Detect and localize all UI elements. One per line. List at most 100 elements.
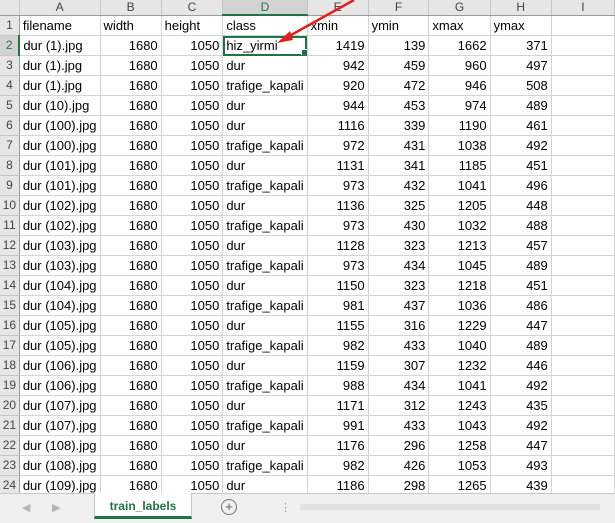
table-cell[interactable]: 341 bbox=[368, 155, 430, 176]
selected-cell[interactable]: hiz_yirmi bbox=[222, 35, 308, 56]
table-cell[interactable]: 1038 bbox=[428, 135, 491, 156]
table-cell[interactable]: 1053 bbox=[428, 455, 491, 476]
table-cell[interactable]: 942 bbox=[307, 55, 369, 76]
table-cell[interactable] bbox=[551, 235, 615, 256]
table-cell[interactable]: 1680 bbox=[100, 335, 162, 356]
column-header-e[interactable]: E bbox=[307, 0, 369, 16]
table-cell[interactable]: dur (106).jpg bbox=[19, 355, 101, 376]
table-cell[interactable]: dur bbox=[222, 195, 308, 216]
column-header-f[interactable]: F bbox=[368, 0, 430, 16]
table-cell[interactable]: 1036 bbox=[428, 295, 491, 316]
table-cell[interactable]: 1218 bbox=[428, 275, 491, 296]
table-cell[interactable]: 1232 bbox=[428, 355, 491, 376]
table-cell[interactable]: 1680 bbox=[100, 35, 162, 56]
table-cell[interactable]: dur (107).jpg bbox=[19, 395, 101, 416]
table-cell[interactable]: dur bbox=[222, 95, 308, 116]
table-cell[interactable] bbox=[551, 135, 615, 156]
table-cell[interactable]: 312 bbox=[368, 395, 430, 416]
table-cell[interactable]: 1185 bbox=[428, 155, 491, 176]
table-cell[interactable]: dur (1).jpg bbox=[19, 55, 101, 76]
table-cell[interactable]: dur (1).jpg bbox=[19, 75, 101, 96]
table-cell[interactable] bbox=[551, 255, 615, 276]
header-cell[interactable]: ymin bbox=[368, 15, 430, 36]
header-cell[interactable]: xmin bbox=[307, 15, 369, 36]
table-cell[interactable] bbox=[551, 375, 615, 396]
table-cell[interactable]: 316 bbox=[368, 315, 430, 336]
spreadsheet-grid[interactable]: A B C D E F G H I 1 filename width height class xmin ym… bbox=[0, 0, 615, 493]
table-cell[interactable]: 492 bbox=[490, 135, 552, 156]
row-header[interactable]: 17 bbox=[0, 335, 20, 356]
row-header[interactable]: 3 bbox=[0, 55, 20, 76]
table-cell[interactable]: 139 bbox=[368, 35, 430, 56]
table-cell[interactable] bbox=[551, 395, 615, 416]
table-cell[interactable] bbox=[551, 455, 615, 476]
table-cell[interactable]: 1045 bbox=[428, 255, 491, 276]
table-cell[interactable]: 1050 bbox=[161, 35, 224, 56]
table-cell[interactable]: 307 bbox=[368, 355, 430, 376]
table-cell[interactable]: 1171 bbox=[307, 395, 369, 416]
table-cell[interactable] bbox=[551, 275, 615, 296]
table-cell[interactable]: 431 bbox=[368, 135, 430, 156]
table-cell[interactable]: 492 bbox=[490, 415, 552, 436]
table-cell[interactable]: trafige_kapali bbox=[222, 215, 308, 236]
table-cell[interactable]: 1680 bbox=[100, 55, 162, 76]
table-cell[interactable]: 1050 bbox=[161, 455, 224, 476]
table-cell[interactable]: trafige_kapali bbox=[222, 175, 308, 196]
table-cell[interactable]: 1050 bbox=[161, 55, 224, 76]
column-header-i[interactable]: I bbox=[551, 0, 615, 16]
table-cell[interactable]: 1150 bbox=[307, 275, 369, 296]
header-cell[interactable]: xmax bbox=[428, 15, 491, 36]
table-cell[interactable]: dur (109).jpg bbox=[19, 475, 101, 493]
table-cell[interactable]: 1680 bbox=[100, 295, 162, 316]
row-header[interactable]: 5 bbox=[0, 95, 20, 116]
table-cell[interactable]: 1159 bbox=[307, 355, 369, 376]
row-header[interactable]: 14 bbox=[0, 275, 20, 296]
horizontal-scrollbar[interactable] bbox=[300, 501, 600, 513]
table-cell[interactable]: 1680 bbox=[100, 115, 162, 136]
table-cell[interactable]: dur (103).jpg bbox=[19, 235, 101, 256]
table-cell[interactable]: 1050 bbox=[161, 315, 224, 336]
table-cell[interactable]: 1050 bbox=[161, 295, 224, 316]
table-cell[interactable]: 433 bbox=[368, 335, 430, 356]
table-cell[interactable]: 433 bbox=[368, 415, 430, 436]
table-cell[interactable]: 1050 bbox=[161, 355, 224, 376]
table-cell[interactable]: 1043 bbox=[428, 415, 491, 436]
add-sheet-icon[interactable]: + bbox=[221, 499, 237, 515]
table-cell[interactable]: 439 bbox=[490, 475, 552, 493]
table-cell[interactable]: 325 bbox=[368, 195, 430, 216]
table-cell[interactable] bbox=[551, 215, 615, 236]
table-cell[interactable]: 946 bbox=[428, 75, 491, 96]
table-cell[interactable]: 296 bbox=[368, 435, 430, 456]
row-header[interactable]: 7 bbox=[0, 135, 20, 156]
table-cell[interactable]: 426 bbox=[368, 455, 430, 476]
table-cell[interactable]: 1050 bbox=[161, 335, 224, 356]
table-cell[interactable]: 1213 bbox=[428, 235, 491, 256]
table-cell[interactable]: 437 bbox=[368, 295, 430, 316]
table-cell[interactable]: 982 bbox=[307, 455, 369, 476]
table-cell[interactable]: 1680 bbox=[100, 315, 162, 336]
table-cell[interactable]: 1680 bbox=[100, 455, 162, 476]
table-cell[interactable]: 1050 bbox=[161, 235, 224, 256]
row-header[interactable]: 15 bbox=[0, 295, 20, 316]
table-cell[interactable]: 1050 bbox=[161, 75, 224, 96]
table-cell[interactable]: 988 bbox=[307, 375, 369, 396]
table-cell[interactable]: 1229 bbox=[428, 315, 491, 336]
table-cell[interactable] bbox=[551, 355, 615, 376]
table-cell[interactable] bbox=[551, 435, 615, 456]
table-cell[interactable]: dur bbox=[222, 475, 308, 493]
table-cell[interactable]: dur bbox=[222, 355, 308, 376]
row-header[interactable]: 9 bbox=[0, 175, 20, 196]
table-cell[interactable]: 1680 bbox=[100, 415, 162, 436]
table-cell[interactable] bbox=[551, 175, 615, 196]
table-cell[interactable]: 1050 bbox=[161, 215, 224, 236]
table-cell[interactable]: 1032 bbox=[428, 215, 491, 236]
table-cell[interactable]: 447 bbox=[490, 315, 552, 336]
table-cell[interactable]: 488 bbox=[490, 215, 552, 236]
table-cell[interactable]: dur (104).jpg bbox=[19, 275, 101, 296]
header-cell[interactable]: height bbox=[161, 15, 224, 36]
table-cell[interactable]: 1050 bbox=[161, 95, 224, 116]
table-cell[interactable]: 1050 bbox=[161, 395, 224, 416]
table-cell[interactable]: 1265 bbox=[428, 475, 491, 493]
table-cell[interactable]: 982 bbox=[307, 335, 369, 356]
sheet-tab-train-labels[interactable]: train_labels bbox=[94, 493, 192, 519]
